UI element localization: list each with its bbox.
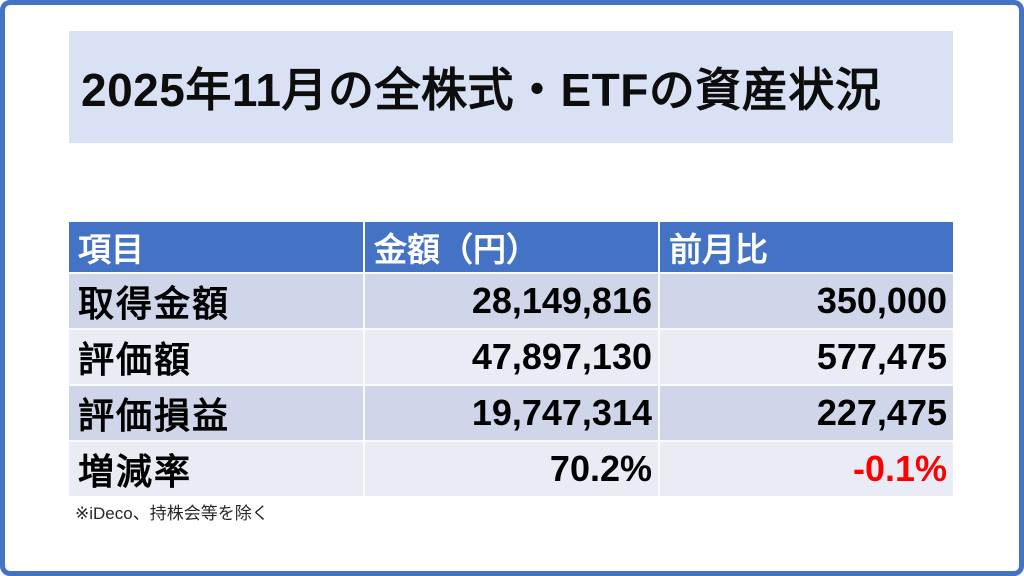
row-label: 評価額 [69, 328, 365, 385]
amount-cell: 47,897,130 [364, 328, 660, 385]
row-label: 増減率 [69, 440, 365, 496]
row-label: 取得金額 [69, 272, 365, 329]
row-label: 評価損益 [69, 384, 365, 441]
page-title: 2025年11月の全株式・ETFの資産状況 [81, 64, 882, 116]
amount-cell: 28,149,816 [364, 272, 660, 329]
title-banner: 2025年11月の全株式・ETFの資産状況 [69, 31, 953, 143]
col-header-mom: 前月比 [659, 222, 953, 273]
table-header-row: 項目 金額（円） 前月比 [69, 222, 953, 273]
col-header-amount: 金額（円） [364, 222, 660, 273]
amount-cell: 70.2% [364, 440, 660, 496]
amount-cell: 19,747,314 [364, 384, 660, 441]
asset-status-table: 項目 金額（円） 前月比 取得金額 28,149,816 350,000 評価額… [69, 222, 953, 496]
table-row-acquisition: 取得金額 28,149,816 350,000 [69, 272, 953, 329]
table-row-valuation: 評価額 47,897,130 577,475 [69, 328, 953, 385]
table-row-gain-loss: 評価損益 19,747,314 227,475 [69, 384, 953, 441]
mom-cell: 350,000 [659, 272, 953, 329]
mom-cell: 227,475 [659, 384, 953, 441]
table-row-change-rate: 増減率 70.2% -0.1% [69, 440, 953, 496]
footnote: ※iDeco、持株会等を除く [75, 504, 269, 523]
mom-cell-negative: -0.1% [659, 440, 953, 496]
col-header-item: 項目 [69, 222, 365, 273]
mom-cell: 577,475 [659, 328, 953, 385]
